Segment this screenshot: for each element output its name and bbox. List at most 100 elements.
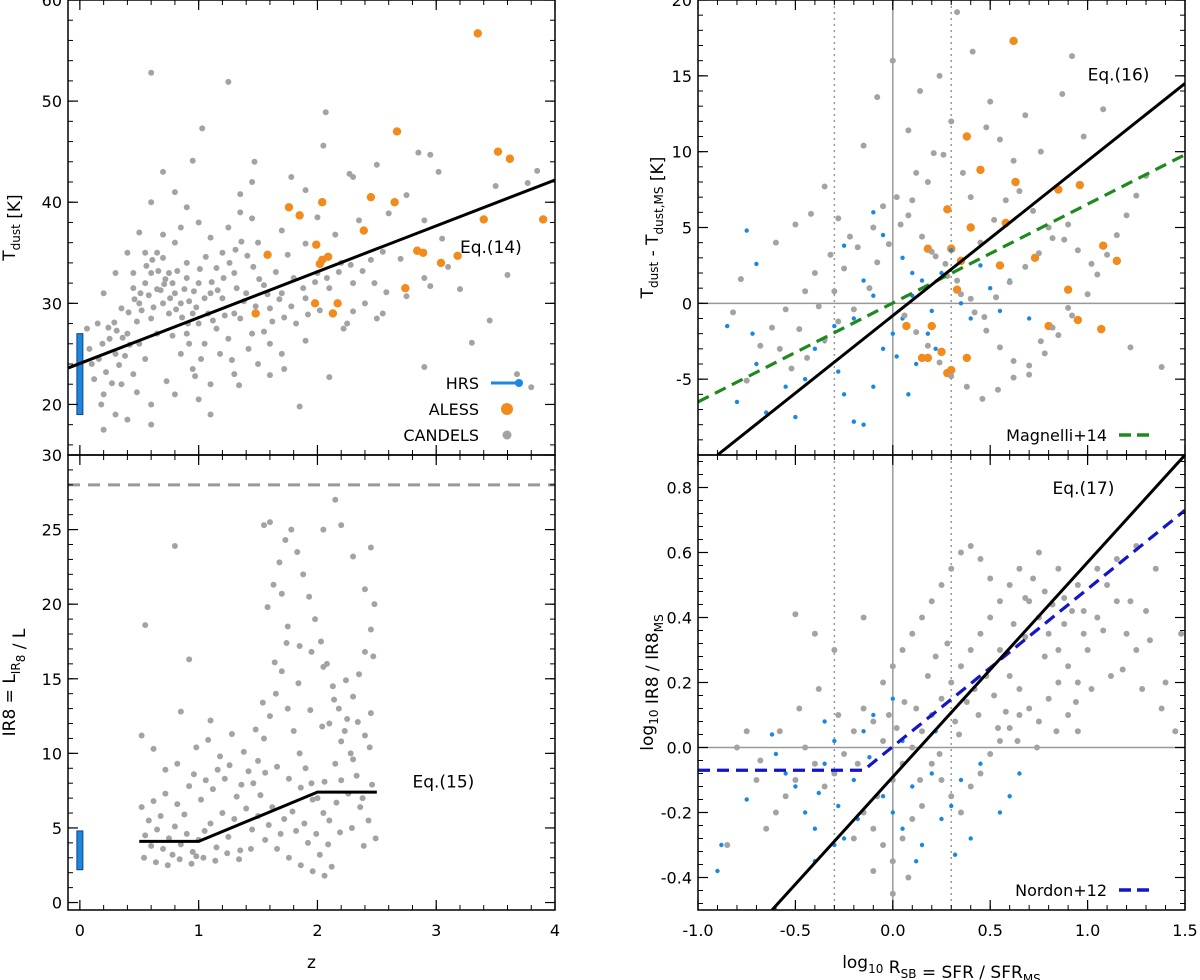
data-point	[240, 748, 247, 755]
data-point	[124, 249, 131, 256]
data-point	[901, 312, 908, 319]
data-point	[967, 543, 974, 549]
data-point	[281, 314, 288, 321]
data-point	[312, 279, 319, 286]
data-point	[885, 241, 892, 248]
data-point	[968, 836, 973, 841]
data-point	[1104, 251, 1111, 258]
data-point	[262, 769, 269, 776]
data-point	[1006, 279, 1013, 286]
data-point	[835, 712, 842, 718]
data-point	[719, 842, 724, 848]
data-point	[266, 305, 273, 312]
data-point	[1100, 106, 1107, 113]
data-point	[987, 614, 994, 621]
data-point	[174, 267, 181, 274]
data-point	[1026, 705, 1033, 712]
data-point	[100, 391, 107, 398]
data-point	[1113, 598, 1120, 605]
axes-frame	[67, 454, 556, 911]
data-point	[1119, 666, 1126, 673]
data-point	[326, 720, 333, 727]
data-point	[427, 151, 434, 158]
data-point	[320, 663, 327, 670]
data-point	[1010, 357, 1017, 364]
data-point	[861, 729, 866, 734]
data-point	[288, 173, 295, 180]
data-point	[202, 253, 209, 260]
data-point	[987, 575, 994, 582]
data-point	[743, 377, 750, 384]
data-point	[897, 221, 904, 228]
data-point	[111, 319, 118, 326]
data-point	[293, 827, 300, 834]
y-axis-label: log10 IR8 / IR8MS	[638, 614, 666, 750]
data-point	[108, 380, 115, 387]
data-point	[952, 285, 962, 294]
data-point	[332, 231, 339, 238]
y-tick-label: 0	[682, 294, 692, 313]
data-point	[179, 314, 186, 321]
data-point	[350, 280, 357, 287]
data-point	[994, 725, 1001, 731]
data-point	[209, 786, 216, 793]
data-point	[954, 9, 961, 16]
data-point	[936, 72, 943, 79]
data-point	[183, 830, 190, 837]
series-candels	[724, 543, 1185, 897]
y-tick-label: 40	[42, 193, 62, 212]
data-point	[967, 194, 974, 201]
data-point	[155, 267, 162, 274]
data-point	[812, 826, 818, 831]
data-point	[252, 726, 259, 733]
data-point	[905, 212, 912, 219]
data-point	[199, 125, 206, 132]
data-point	[871, 210, 876, 215]
data-point	[836, 369, 841, 374]
data-point	[350, 756, 357, 763]
data-point	[997, 308, 1003, 314]
data-point	[176, 856, 183, 863]
data-point	[993, 294, 1000, 301]
data-point	[802, 810, 808, 815]
data-point	[285, 775, 292, 782]
data-point	[237, 209, 244, 216]
data-point	[207, 820, 214, 827]
data-point	[236, 856, 243, 863]
data-point	[160, 845, 167, 852]
data-point	[118, 305, 125, 312]
data-point	[1127, 344, 1134, 351]
data-point	[296, 642, 303, 649]
series-hrs	[725, 210, 1032, 427]
data-point	[1123, 212, 1130, 219]
y-tick-label: 15	[42, 670, 62, 689]
data-point	[338, 522, 345, 529]
data-point	[304, 311, 311, 318]
data-point	[846, 233, 853, 240]
data-point	[173, 306, 180, 313]
panel-top-right: -5 0 5 10 15 20 Tdust - Tdust,MS [K] Eq.(16) Mag…	[638, 0, 1186, 456]
x-tick-label: 0	[75, 921, 85, 940]
data-point	[103, 369, 110, 376]
data-point	[313, 830, 320, 837]
data-point	[165, 270, 172, 276]
data-point	[148, 270, 155, 276]
data-point	[1035, 250, 1042, 257]
data-point	[356, 671, 363, 678]
data-point	[171, 391, 178, 398]
data-point	[302, 337, 309, 344]
data-point	[154, 249, 161, 256]
data-point	[183, 275, 190, 282]
data-point	[193, 744, 200, 751]
data-point	[835, 215, 842, 222]
data-point	[958, 777, 964, 783]
data-point	[350, 693, 357, 700]
data-point	[769, 732, 775, 737]
y-tick-label: 20	[42, 595, 62, 614]
series-candels	[138, 496, 379, 879]
data-point	[192, 373, 199, 380]
data-point	[866, 285, 873, 292]
data-point	[397, 255, 404, 262]
data-point	[1022, 634, 1029, 640]
